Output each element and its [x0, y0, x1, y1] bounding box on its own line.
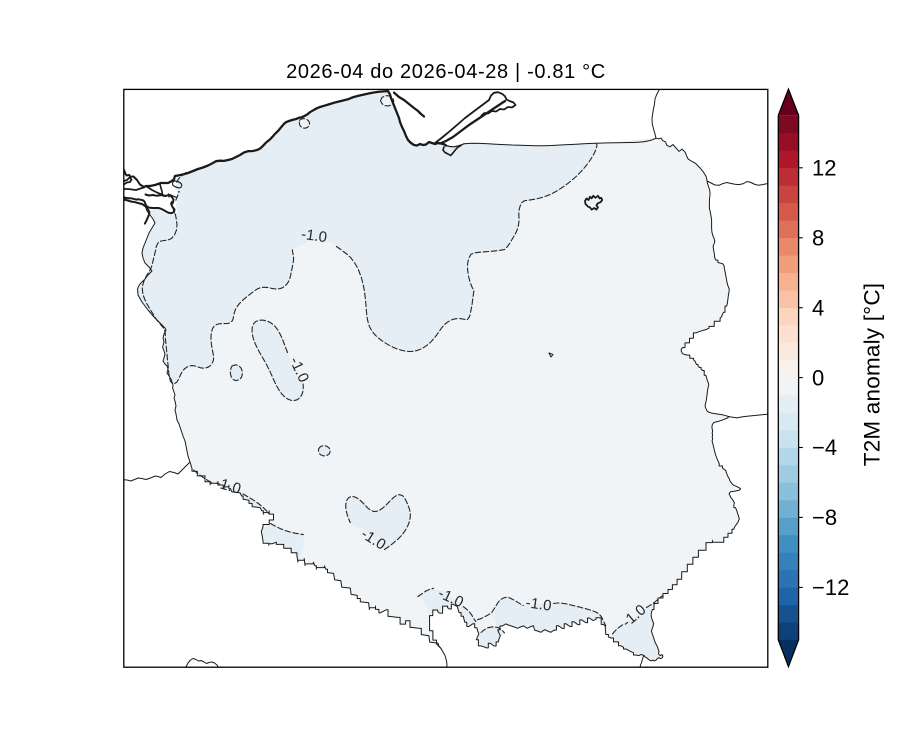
svg-text:12: 12	[812, 156, 836, 181]
svg-text:-1.0: -1.0	[300, 226, 328, 246]
svg-text:2026-04 do 2026-04-28 | -0.81: 2026-04 do 2026-04-28 | -0.81 °C	[286, 61, 606, 83]
svg-text:-1.0: -1.0	[525, 594, 553, 614]
svg-text:0: 0	[812, 365, 824, 390]
svg-text:-1.0: -1.0	[213, 474, 243, 497]
svg-text:T2M anomaly [°C]: T2M anomaly [°C]	[860, 283, 885, 467]
svg-text:−4: −4	[812, 435, 837, 460]
svg-text:−12: −12	[812, 575, 849, 600]
svg-text:8: 8	[812, 226, 824, 251]
svg-text:4: 4	[812, 295, 824, 320]
svg-text:−8: −8	[812, 505, 837, 530]
